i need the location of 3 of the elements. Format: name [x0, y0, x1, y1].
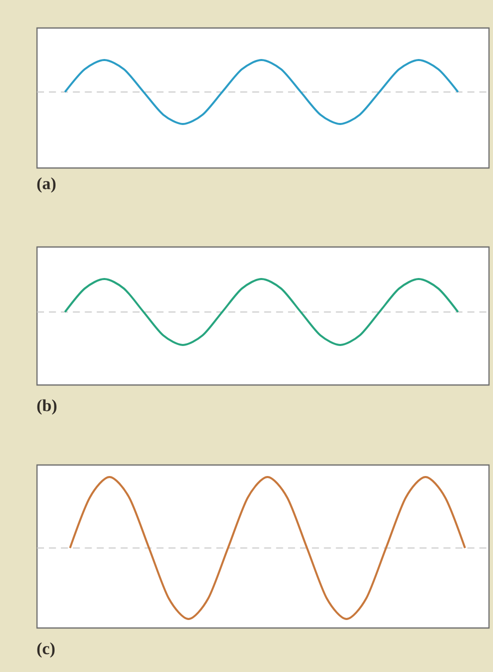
text: (c) [37, 642, 55, 658]
text: (a) [37, 177, 56, 193]
text: (b) [37, 399, 56, 415]
